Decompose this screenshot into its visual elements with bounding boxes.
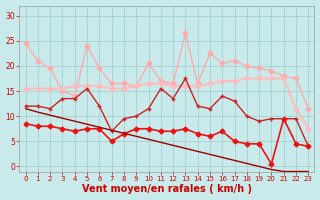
- X-axis label: Vent moyen/en rafales ( km/h ): Vent moyen/en rafales ( km/h ): [82, 184, 252, 194]
